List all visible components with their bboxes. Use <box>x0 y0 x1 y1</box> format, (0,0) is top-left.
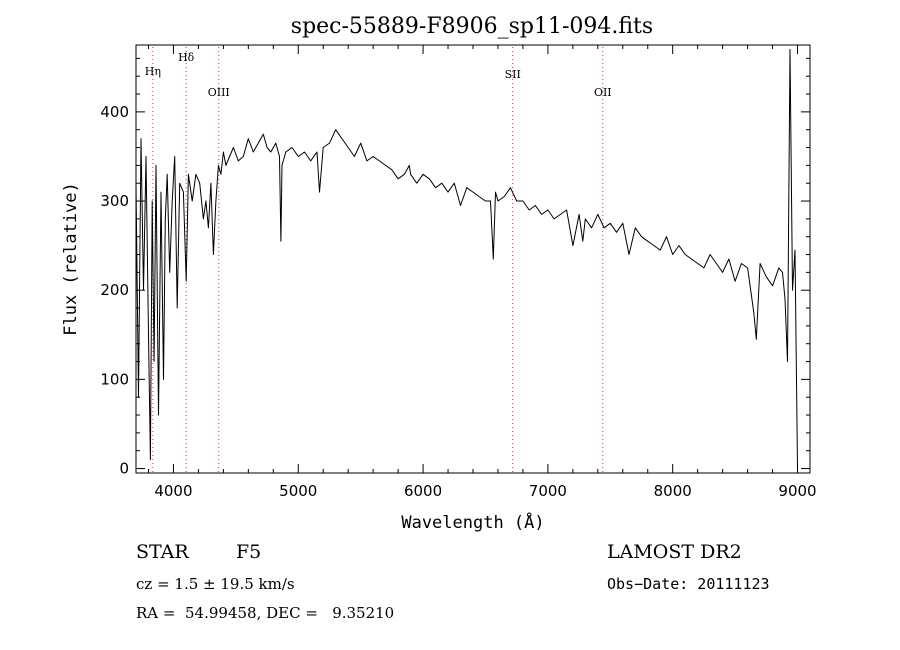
y-tick-label: 300 <box>100 192 129 210</box>
series-layer <box>135 49 798 469</box>
redshift-velocity: cz = 1.5 ± 19.5 km/s <box>136 575 295 593</box>
line-marker-label: SII <box>505 68 521 81</box>
x-tick-label: 9000 <box>778 482 816 500</box>
line-marker-label: OII <box>594 86 612 99</box>
plot-frame <box>135 44 811 474</box>
x-axis-label: Wavelength (Å) <box>401 511 544 533</box>
x-tick-label: 4000 <box>154 482 192 500</box>
x-tick-label: 7000 <box>529 482 567 500</box>
y-tick-label: 100 <box>100 370 129 388</box>
line-marker-label: OIII <box>208 86 230 99</box>
object-class: STAR <box>136 541 189 563</box>
chart-title: spec-55889-F8906_sp11-094.fits <box>291 14 653 39</box>
x-tick-label: 8000 <box>654 482 692 500</box>
x-axis: 4000 5000 6000 7000 8000 9000 <box>147 45 817 500</box>
emission-line-markers: Hη Hδ OIII SII OII <box>145 47 612 472</box>
y-tick-label: 200 <box>100 281 129 299</box>
line-marker-label: Hη <box>145 65 161 78</box>
spectrum-series-line-0 <box>135 49 798 469</box>
y-tick-label: 0 <box>119 460 129 478</box>
observation-date: Obs−Date: 20111123 <box>607 575 770 593</box>
line-marker-label: Hδ <box>178 51 195 64</box>
y-tick-label: 400 <box>100 103 129 121</box>
object-subclass: F5 <box>236 541 262 563</box>
survey-name: LAMOST DR2 <box>607 541 742 563</box>
sky-coordinates: RA = 54.99458, DEC = 9.35210 <box>136 604 395 622</box>
x-tick-label: 6000 <box>404 482 442 500</box>
x-tick-label: 5000 <box>279 482 317 500</box>
y-axis-label: Flux (relative) <box>61 182 81 336</box>
y-axis: 0 100 200 300 400 <box>100 57 810 478</box>
